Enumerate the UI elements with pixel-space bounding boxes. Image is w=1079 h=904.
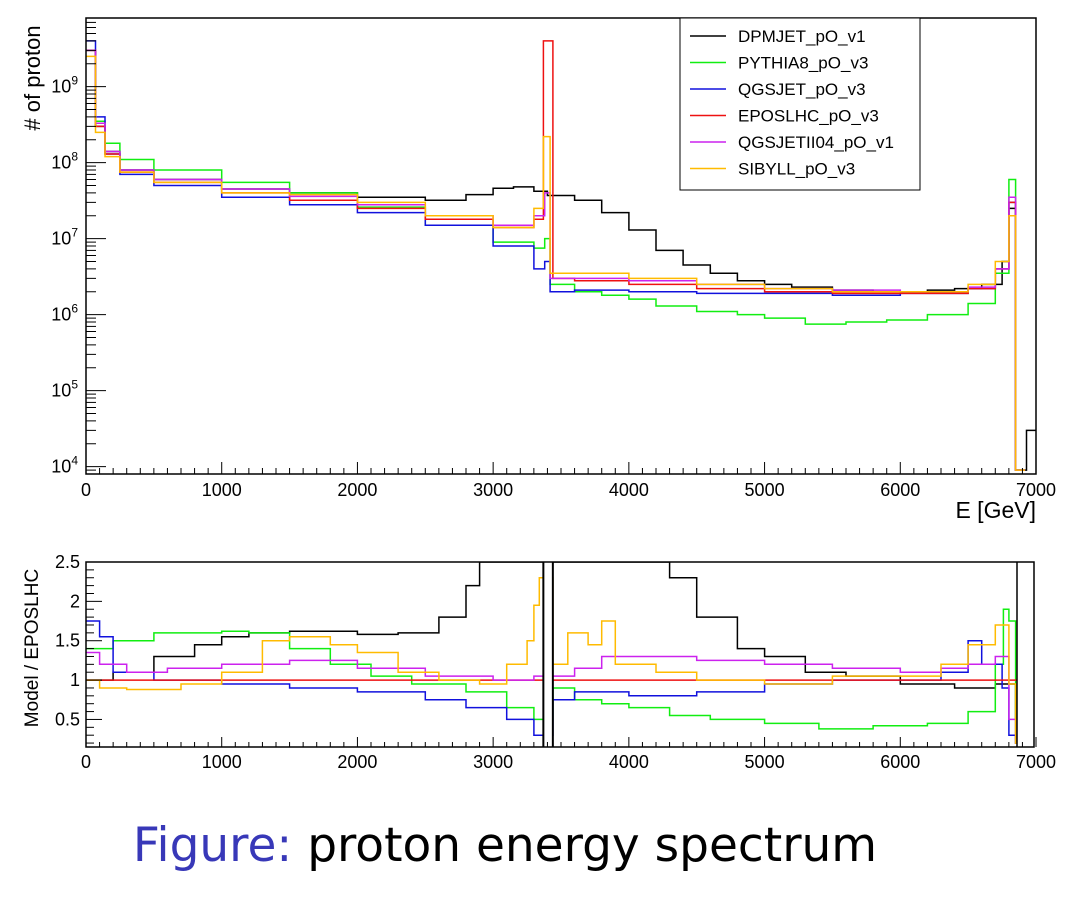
- figure-caption: Figure: proton energy spectrum: [0, 818, 1010, 873]
- caption-prefix: Figure:: [132, 818, 293, 873]
- spectrum-y-ticks: 104 105 106 107 108 109: [51, 17, 106, 477]
- ratio-series-dpmjet: [86, 562, 1017, 721]
- ratio-x-tick-label: 5000: [745, 752, 785, 772]
- spectrum-y-tick-label: 105: [51, 378, 78, 401]
- ratio-x-tick-label: 1000: [202, 752, 242, 772]
- spectrum-x-tick-label: 5000: [745, 480, 785, 500]
- ratio-series-layer: [86, 562, 1018, 747]
- spectrum-y-tick-label: 106: [51, 302, 78, 325]
- ratio-series-pythia8: [86, 608, 1017, 744]
- legend-label-pythia8-po-v3: PYTHIA8_pO_v3: [738, 54, 868, 73]
- ratio-x-ticks: 0 1000 2000 3000 4000 5000 6000 7000: [81, 737, 1056, 772]
- ratio-x-tick-label: 7000: [1016, 752, 1056, 772]
- ratio-x-tick-label: 4000: [609, 752, 649, 772]
- ratio-x-tick-label: 6000: [880, 752, 920, 772]
- spectrum-series-sibyll-po-v3: [86, 55, 1026, 471]
- spectrum-x-tick-label: 0: [81, 480, 91, 500]
- ratio-y-tick-label: 2: [70, 591, 80, 611]
- ratio-y-tick-label: 1: [70, 670, 80, 690]
- spectrum-x-axis-label: E [GeV]: [955, 497, 1036, 523]
- spectrum-x-tick-label: 3000: [473, 480, 513, 500]
- spectrum-x-ticks: 0 1000 2000 3000 4000 5000 6000 7000: [81, 462, 1056, 500]
- legend-label-dpmjet-po-v1: DPMJET_pO_v1: [738, 27, 866, 46]
- spectrum-x-tick-label: 4000: [609, 480, 649, 500]
- ratio-x-tick-label: 3000: [473, 752, 513, 772]
- ratio-gap-fill: [543, 562, 553, 747]
- spectrum-series-layer: [86, 40, 1036, 471]
- ratio-plot-frame: [85, 561, 1035, 748]
- ratio-y-axis-label: Model / EPOSLHC: [22, 569, 43, 727]
- ratio-y-tick-label: 0.5: [55, 709, 80, 729]
- spectrum-y-axis-label: # of proton: [20, 25, 45, 130]
- ratio-x-tick-label: 2000: [337, 752, 377, 772]
- spectrum-y-tick-label: 104: [51, 454, 78, 477]
- spectrum-series-pythia8-po-v3: [86, 49, 1026, 471]
- ratio-y-tick-label: 1.5: [55, 631, 80, 651]
- ratio-series-sibyll: [86, 576, 1017, 744]
- spectrum-x-tick-label: 6000: [880, 480, 920, 500]
- ratio-panel: 0 1000 2000 3000 4000 5000 6000 7000 0.5 1 1.5 2 2.…: [22, 552, 1056, 772]
- ratio-x-tick-label: 0: [81, 752, 91, 772]
- ratio-y-ticks: 0.5 1 1.5 2 2.5: [55, 552, 102, 744]
- spectrum-y-tick-label: 108: [51, 150, 78, 173]
- spectrum-x-tick-label: 1000: [202, 480, 242, 500]
- spectrum-y-tick-label: 109: [51, 74, 78, 97]
- spectrum-y-tick-label: 107: [51, 226, 78, 249]
- legend-box: [679, 17, 921, 191]
- legend-label-eposlhc-po-v3: EPOSLHC_pO_v3: [738, 107, 879, 126]
- legend: DPMJET_pO_v1 PYTHIA8_pO_v3 QGSJET_pO_v3 EPO…: [679, 17, 921, 191]
- legend-label-qgsjet-po-v3: QGSJET_pO_v3: [738, 80, 866, 99]
- ratio-y-tick-label: 2.5: [55, 552, 80, 572]
- spectrum-x-tick-label: 2000: [337, 480, 377, 500]
- caption-text: proton energy spectrum: [307, 818, 878, 873]
- spectrum-x-tick-label: 7000: [1016, 480, 1056, 500]
- legend-label-sibyll-po-v3: SIBYLL_pO_v3: [738, 160, 855, 179]
- spectrum-panel: 0 1000 2000 3000 4000 5000 6000 7000 1041051061…: [20, 17, 1056, 523]
- legend-label-qgsjetii04-po-v1: QGSJETII04_pO_v1: [738, 133, 894, 152]
